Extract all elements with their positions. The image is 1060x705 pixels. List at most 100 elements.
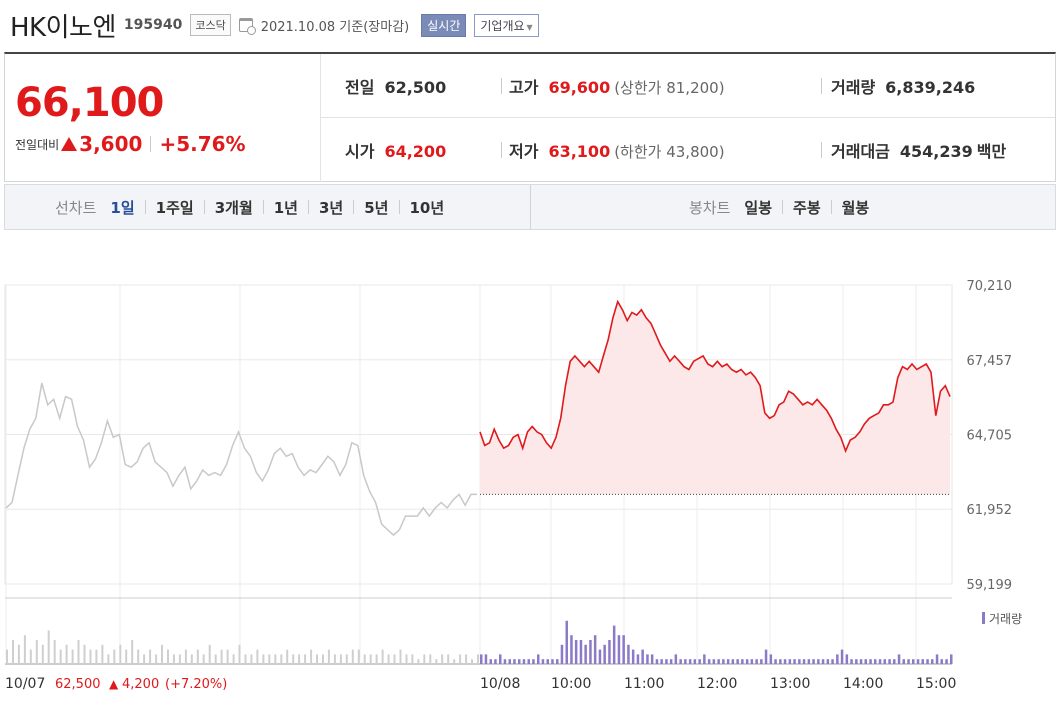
volume-bar-today [907, 659, 910, 664]
volume-bar-today [935, 654, 939, 664]
axis-labels: 70,210 67,457 64,705 61,952 59,199 거래량 10/07 10… [5, 279, 1022, 692]
divider [782, 200, 784, 214]
y-tick-label: 70,210 [967, 279, 1013, 294]
volume-bar-prev [250, 654, 253, 664]
volume-bar-today [570, 635, 573, 664]
volume-bar-today [821, 659, 825, 664]
volume-bar-today [798, 659, 801, 664]
volume-bar-today [565, 620, 568, 664]
change-percent: +5.76% [159, 132, 246, 156]
volume-bar-today [726, 659, 730, 664]
volume-bar-prev [268, 654, 271, 664]
volume-bar-today [940, 659, 943, 664]
volume-bar-today [480, 654, 483, 664]
volume-bar-today [788, 659, 792, 664]
volume-bar-today [660, 659, 663, 664]
volume-bar-today [807, 659, 811, 664]
volume-bar-today [902, 659, 905, 664]
volume-bar-today [707, 659, 711, 664]
volume-bar-today [864, 659, 867, 664]
tab-1w[interactable]: 1주일 [155, 198, 194, 217]
volume-bar-today [931, 659, 934, 664]
volume-bar-today [750, 659, 754, 664]
tab-10y[interactable]: 10년 [409, 198, 445, 217]
volume-bar-prev [345, 654, 348, 664]
volume-bar-today [874, 659, 877, 664]
volume-bar-today [518, 659, 521, 664]
volume-bar-prev [316, 654, 318, 664]
volume-bar-prev [238, 644, 241, 664]
divider [353, 200, 355, 214]
x-tick-label: 11:00 [624, 676, 664, 692]
company-overview-button[interactable]: 기업개요 ▼ [474, 13, 539, 37]
volume-bar-today [783, 659, 787, 664]
volume-bar-prev [298, 654, 301, 664]
prev-day-close: 62,500 [55, 677, 101, 692]
volume-bar-prev [447, 654, 450, 664]
stat-amount: 거래대금 454,239 백만 [831, 142, 1007, 161]
volume-bar-prev [226, 649, 229, 664]
volume-bar-today [859, 659, 863, 664]
tab-monthly[interactable]: 월봉 [841, 198, 870, 217]
volume-bar-today [584, 644, 587, 664]
tab-1d[interactable]: 1일 [110, 198, 135, 217]
current-price: 66,100 [15, 80, 164, 126]
stat-prev-close: 전일 62,500 [345, 77, 447, 97]
tab-daily[interactable]: 일봉 [744, 198, 773, 217]
volume-bar-today [679, 659, 682, 664]
volume-bar-today [893, 659, 896, 664]
volume-bar-today [712, 659, 716, 664]
volume-bar-prev [143, 654, 146, 664]
x-tick-label: 10/08 [480, 676, 520, 692]
volume-bar-today [484, 654, 488, 664]
divider [262, 200, 264, 214]
volume-bar-today [774, 659, 777, 664]
stat-open: 시가 64,200 [345, 142, 447, 161]
volume-bar-prev [208, 644, 211, 664]
tab-1y[interactable]: 1년 [273, 198, 298, 217]
volume-bar-today [731, 659, 735, 664]
volume-bar-prev [71, 649, 74, 664]
volume-bar-today [779, 659, 782, 664]
volume-bar-today [888, 659, 891, 664]
volume-bar-prev [35, 640, 38, 664]
divider [530, 185, 531, 229]
volume-bar-prev [280, 654, 283, 664]
volume-bar-prev [178, 654, 181, 664]
volume-bar-prev [232, 654, 235, 664]
volume-bar-prev [333, 654, 336, 664]
change-value: 3,600 [79, 132, 143, 156]
stats-row-2: 시가 64,200 저가 63,100 (하한가 43,800) 거래대금 454,23… [321, 118, 1055, 182]
volume-bar-today [817, 659, 820, 664]
volume-bar-today [764, 649, 768, 664]
volume-bar-today [693, 659, 697, 664]
volume-bar-prev [53, 640, 56, 664]
volume-bar-today [812, 659, 815, 664]
tab-3m[interactable]: 3개월 [214, 198, 253, 217]
volume-bar-today [755, 659, 758, 664]
tab-3y[interactable]: 3년 [319, 198, 344, 217]
volume-bar-prev [83, 644, 86, 664]
volume-bar-today [494, 659, 497, 664]
volume-bar-prev [411, 654, 414, 664]
tab-5y[interactable]: 5년 [364, 198, 389, 217]
price-chart: 70,210 67,457 64,705 61,952 59,199 거래량 10/07 10… [4, 279, 1022, 692]
prev-day-change: 4,200 [122, 677, 159, 692]
volume-bar-prev [357, 649, 360, 664]
divider [308, 200, 309, 214]
volume-bar-today [499, 654, 502, 664]
volume-bar-prev [435, 659, 438, 664]
volume-bar-today [560, 644, 564, 664]
volume-bar-prev [89, 649, 92, 664]
volume-bar-prev [77, 640, 80, 664]
tab-weekly[interactable]: 주봉 [793, 198, 821, 217]
volume-bar-prev [107, 654, 110, 664]
volume-bar-prev [59, 649, 62, 664]
volume-bar-today [921, 659, 924, 664]
volume-bar-today [636, 654, 640, 664]
volume-bar-today [503, 659, 507, 664]
volume-bar-today [608, 640, 611, 664]
volume-bar-today [916, 659, 920, 664]
volume-bar-today [513, 659, 516, 664]
realtime-button[interactable]: 실시간 [421, 13, 467, 37]
